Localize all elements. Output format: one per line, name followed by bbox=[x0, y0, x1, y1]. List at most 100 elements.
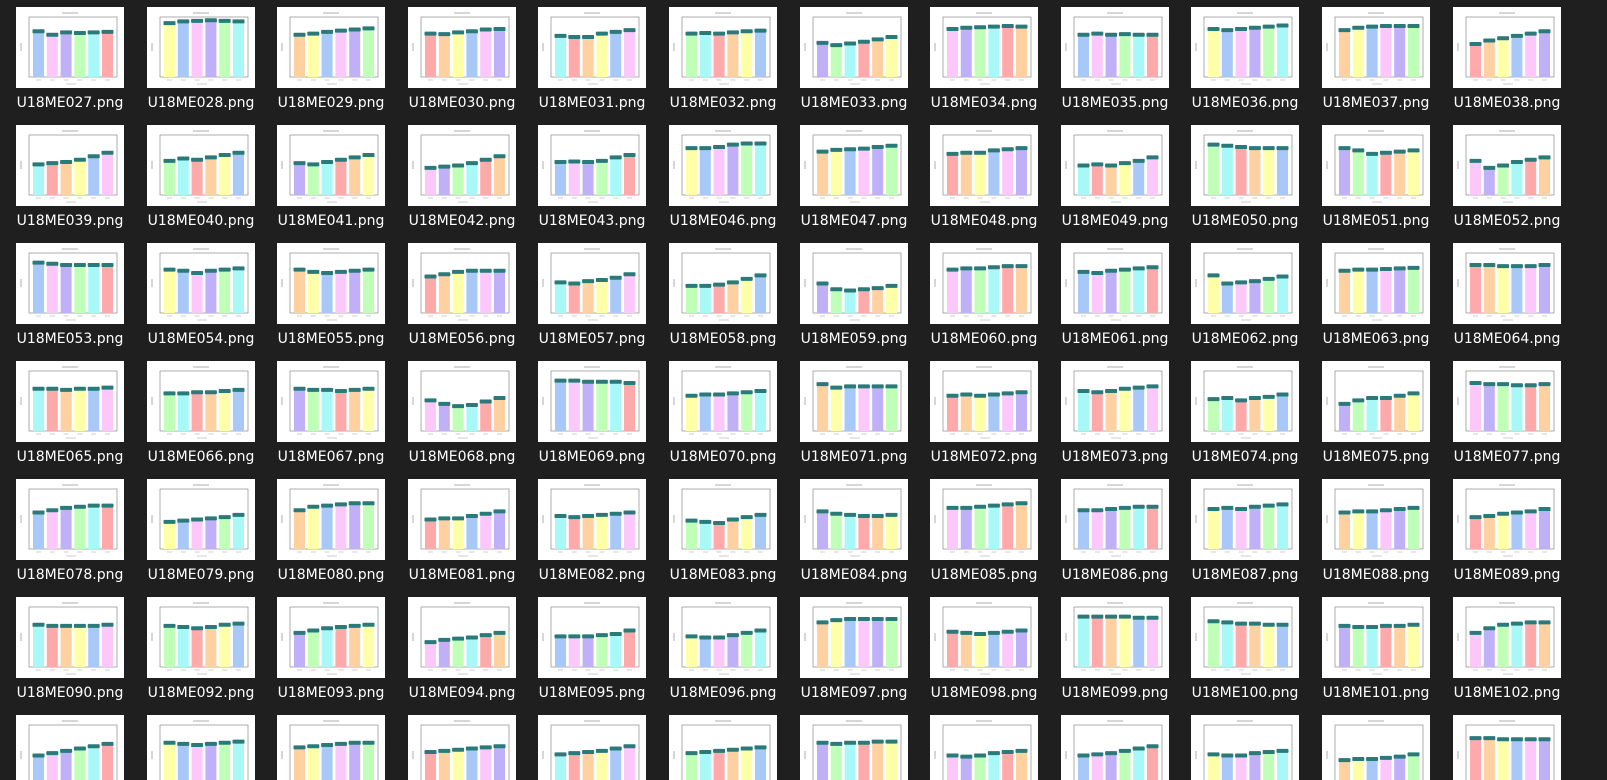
file-thumbnail[interactable] bbox=[408, 361, 516, 442]
file-tile[interactable]: U18ME062.png bbox=[1191, 243, 1325, 364]
file-thumbnail[interactable] bbox=[669, 597, 777, 678]
file-tile[interactable]: U18ME068.png bbox=[408, 361, 542, 482]
file-tile[interactable]: U18ME073.png bbox=[1061, 361, 1195, 482]
file-tile[interactable]: U18ME077.png bbox=[1453, 361, 1587, 482]
file-thumbnail[interactable] bbox=[930, 243, 1038, 324]
file-thumbnail[interactable] bbox=[1191, 715, 1299, 780]
file-thumbnail[interactable] bbox=[408, 243, 516, 324]
file-thumbnail[interactable] bbox=[1191, 125, 1299, 206]
file-thumbnail[interactable] bbox=[408, 479, 516, 560]
file-thumbnail[interactable] bbox=[669, 7, 777, 88]
file-tile[interactable] bbox=[147, 715, 281, 780]
file-tile[interactable]: U18ME038.png bbox=[1453, 7, 1587, 128]
file-tile[interactable]: U18ME046.png bbox=[669, 125, 803, 246]
file-thumbnail[interactable] bbox=[1322, 361, 1430, 442]
file-tile[interactable]: U18ME067.png bbox=[277, 361, 411, 482]
file-tile[interactable]: U18ME101.png bbox=[1322, 597, 1456, 718]
file-thumbnail[interactable] bbox=[1191, 479, 1299, 560]
file-tile[interactable]: U18ME074.png bbox=[1191, 361, 1325, 482]
file-tile[interactable]: U18ME086.png bbox=[1061, 479, 1195, 600]
file-tile[interactable]: U18ME066.png bbox=[147, 361, 281, 482]
file-thumbnail[interactable] bbox=[1322, 125, 1430, 206]
file-tile[interactable]: U18ME058.png bbox=[669, 243, 803, 364]
file-tile[interactable]: U18ME034.png bbox=[930, 7, 1064, 128]
file-tile[interactable]: U18ME063.png bbox=[1322, 243, 1456, 364]
file-thumbnail[interactable] bbox=[147, 125, 255, 206]
file-tile[interactable]: U18ME030.png bbox=[408, 7, 542, 128]
file-tile[interactable]: U18ME037.png bbox=[1322, 7, 1456, 128]
file-tile[interactable]: U18ME100.png bbox=[1191, 597, 1325, 718]
file-thumbnail[interactable] bbox=[1191, 243, 1299, 324]
file-tile[interactable]: U18ME049.png bbox=[1061, 125, 1195, 246]
file-thumbnail[interactable] bbox=[1191, 597, 1299, 678]
file-tile[interactable]: U18ME042.png bbox=[408, 125, 542, 246]
file-thumbnail[interactable] bbox=[16, 125, 124, 206]
file-tile[interactable]: U18ME056.png bbox=[408, 243, 542, 364]
file-thumbnail[interactable] bbox=[1453, 7, 1561, 88]
file-thumbnail[interactable] bbox=[16, 7, 124, 88]
file-tile[interactable]: U18ME102.png bbox=[1453, 597, 1587, 718]
file-tile[interactable] bbox=[930, 715, 1064, 780]
file-thumbnail[interactable] bbox=[930, 597, 1038, 678]
file-thumbnail[interactable] bbox=[408, 715, 516, 780]
file-tile[interactable]: U18ME080.png bbox=[277, 479, 411, 600]
file-thumbnail[interactable] bbox=[1061, 597, 1169, 678]
file-tile[interactable]: U18ME092.png bbox=[147, 597, 281, 718]
file-thumbnail[interactable] bbox=[1453, 479, 1561, 560]
file-tile[interactable]: U18ME040.png bbox=[147, 125, 281, 246]
file-thumbnail[interactable] bbox=[147, 7, 255, 88]
file-thumbnail[interactable] bbox=[538, 479, 646, 560]
file-tile[interactable]: U18ME089.png bbox=[1453, 479, 1587, 600]
file-tile[interactable]: U18ME051.png bbox=[1322, 125, 1456, 246]
file-tile[interactable]: U18ME096.png bbox=[669, 597, 803, 718]
file-thumbnail[interactable] bbox=[669, 361, 777, 442]
file-tile[interactable]: U18ME050.png bbox=[1191, 125, 1325, 246]
file-tile[interactable]: U18ME097.png bbox=[800, 597, 934, 718]
file-thumbnail[interactable] bbox=[1322, 479, 1430, 560]
file-thumbnail[interactable] bbox=[669, 243, 777, 324]
file-thumbnail[interactable] bbox=[800, 7, 908, 88]
file-thumbnail[interactable] bbox=[147, 479, 255, 560]
file-thumbnail[interactable] bbox=[147, 597, 255, 678]
file-tile[interactable]: U18ME048.png bbox=[930, 125, 1064, 246]
file-thumbnail[interactable] bbox=[1061, 243, 1169, 324]
file-tile[interactable]: U18ME099.png bbox=[1061, 597, 1195, 718]
file-tile[interactable]: U18ME029.png bbox=[277, 7, 411, 128]
file-thumbnail[interactable] bbox=[408, 597, 516, 678]
file-thumbnail[interactable] bbox=[277, 597, 385, 678]
file-tile[interactable]: U18ME090.png bbox=[16, 597, 150, 718]
file-thumbnail[interactable] bbox=[1453, 125, 1561, 206]
file-thumbnail[interactable] bbox=[1322, 597, 1430, 678]
file-tile[interactable]: U18ME043.png bbox=[538, 125, 672, 246]
file-thumbnail[interactable] bbox=[800, 361, 908, 442]
file-thumbnail[interactable] bbox=[538, 597, 646, 678]
file-tile[interactable]: U18ME047.png bbox=[800, 125, 934, 246]
file-tile[interactable]: U18ME072.png bbox=[930, 361, 1064, 482]
file-thumbnail[interactable] bbox=[16, 597, 124, 678]
file-tile[interactable]: U18ME053.png bbox=[16, 243, 150, 364]
file-thumbnail[interactable] bbox=[538, 715, 646, 780]
file-thumbnail[interactable] bbox=[1453, 597, 1561, 678]
file-thumbnail[interactable] bbox=[1061, 125, 1169, 206]
file-tile[interactable] bbox=[1061, 715, 1195, 780]
file-thumbnail[interactable] bbox=[800, 597, 908, 678]
file-thumbnail[interactable] bbox=[930, 361, 1038, 442]
file-tile[interactable]: U18ME069.png bbox=[538, 361, 672, 482]
file-tile[interactable] bbox=[1322, 715, 1456, 780]
file-thumbnail[interactable] bbox=[1453, 361, 1561, 442]
file-tile[interactable]: U18ME032.png bbox=[669, 7, 803, 128]
file-thumbnail[interactable] bbox=[147, 361, 255, 442]
file-tile[interactable]: U18ME085.png bbox=[930, 479, 1064, 600]
file-thumbnail[interactable] bbox=[800, 715, 908, 780]
file-thumbnail[interactable] bbox=[538, 361, 646, 442]
file-thumbnail[interactable] bbox=[16, 243, 124, 324]
file-tile[interactable]: U18ME054.png bbox=[147, 243, 281, 364]
file-thumbnail[interactable] bbox=[16, 479, 124, 560]
file-tile[interactable] bbox=[800, 715, 934, 780]
file-thumbnail[interactable] bbox=[1061, 479, 1169, 560]
file-thumbnail[interactable] bbox=[1322, 7, 1430, 88]
file-thumbnail[interactable] bbox=[800, 479, 908, 560]
file-tile[interactable]: U18ME057.png bbox=[538, 243, 672, 364]
file-tile[interactable]: U18ME059.png bbox=[800, 243, 934, 364]
file-thumbnail[interactable] bbox=[930, 125, 1038, 206]
